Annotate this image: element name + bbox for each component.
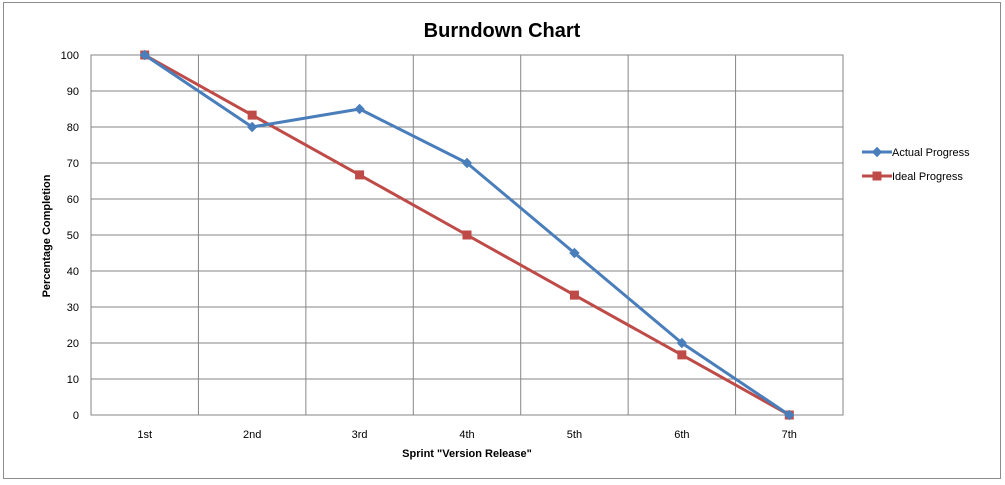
data-point — [569, 290, 579, 300]
legend-swatch-marker — [872, 171, 882, 181]
legend[interactable]: Actual Progress Ideal Progress — [862, 146, 970, 183]
x-tick-label: 5th — [567, 429, 582, 441]
data-point — [247, 110, 257, 120]
data-point — [784, 409, 795, 421]
y-tick-label: 40 — [67, 266, 79, 278]
data-point — [461, 157, 473, 169]
chart-area[interactable]: Burndown Chart 0 10 20 30 40 50 60 70 80 90 100 1s… — [3, 2, 1001, 479]
data-point — [462, 230, 472, 240]
x-tick-label: 6th — [674, 429, 689, 441]
x-axis-title: Sprint "Version Release" — [402, 448, 532, 460]
data-point — [677, 350, 687, 360]
data-point — [246, 121, 258, 133]
y-tick-label: 30 — [67, 302, 79, 314]
burndown-chart: Burndown Chart 0 10 20 30 40 50 60 70 80 90 100 1s… — [41, 20, 970, 460]
chart-title: Burndown Chart — [424, 20, 581, 42]
y-tick-label: 100 — [61, 50, 79, 62]
x-axis-ticks: 1st 2nd 3rd 4th 5th 6th 7th — [137, 429, 797, 441]
y-axis-ticks: 0 10 20 30 40 50 60 70 80 90 100 — [61, 50, 79, 422]
legend-item: Ideal Progress — [862, 171, 963, 183]
data-point — [569, 247, 580, 259]
y-tick-label: 80 — [67, 122, 79, 134]
x-tick-label: 2nd — [243, 429, 261, 441]
y-tick-label: 50 — [67, 230, 79, 242]
y-tick-label: 10 — [67, 374, 79, 386]
series-actual-progress — [139, 49, 795, 421]
x-tick-label: 3rd — [352, 429, 368, 441]
x-tick-label: 7th — [782, 429, 797, 441]
legend-item: Actual Progress — [862, 146, 970, 159]
data-point — [355, 170, 365, 180]
y-tick-label: 0 — [73, 410, 79, 422]
legend-label: Ideal Progress — [892, 171, 963, 183]
x-tick-label: 4th — [459, 429, 474, 441]
data-point — [354, 103, 365, 115]
y-tick-label: 70 — [67, 158, 79, 170]
y-tick-label: 90 — [67, 86, 79, 98]
data-point — [676, 337, 688, 349]
y-tick-label: 60 — [67, 194, 79, 206]
x-tick-label: 1st — [137, 429, 152, 441]
data-point — [139, 49, 150, 61]
series — [139, 49, 795, 421]
legend-swatch-marker — [871, 146, 883, 158]
legend-label: Actual Progress — [892, 147, 970, 159]
plot-area — [90, 54, 844, 416]
y-tick-label: 20 — [67, 338, 79, 350]
y-axis-title: Percentage Completion — [41, 174, 53, 297]
